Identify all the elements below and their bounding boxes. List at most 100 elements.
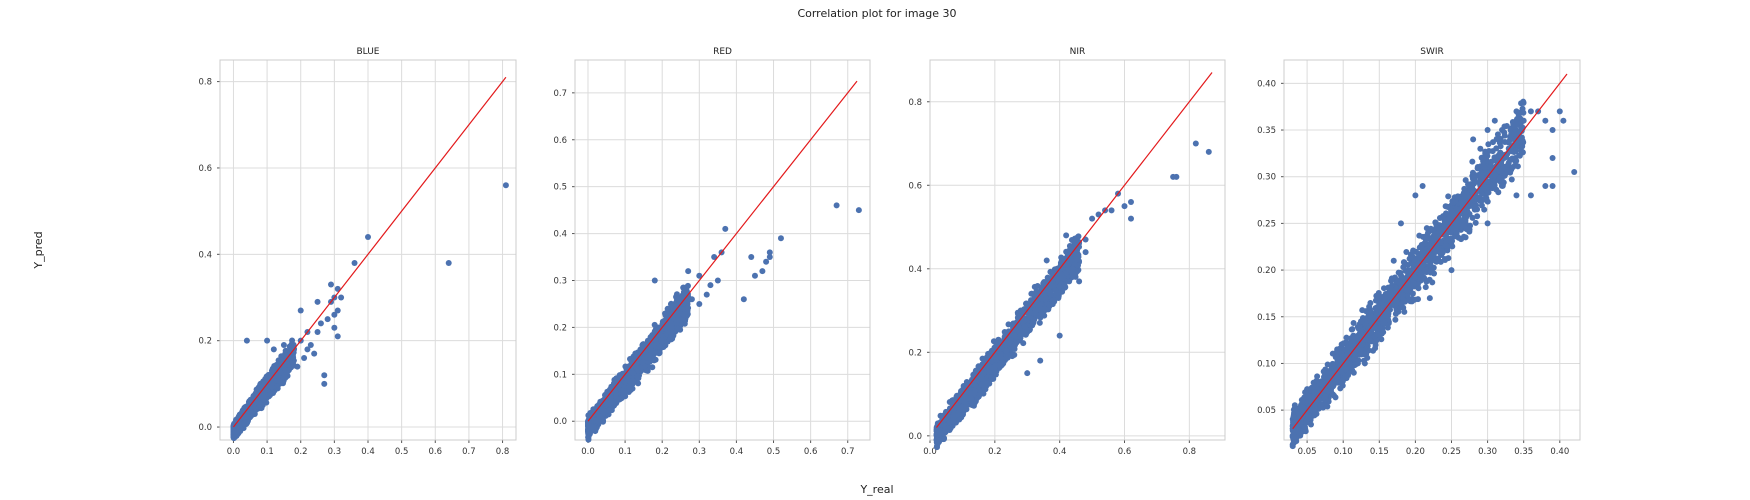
y-tick-label: 0.2 [553,323,567,333]
scatter-point [445,259,452,266]
x-tick-label: 0.7 [462,447,476,457]
scatter-point [334,307,341,314]
scatter-point [301,354,308,361]
figure-title: Correlation plot for image 30 [797,7,956,20]
scatter-point [317,320,324,327]
x-tick-label: 0.6 [429,447,443,457]
y-tick-label: 0.3 [553,276,567,286]
x-tick-label: 0.5 [767,447,781,457]
y-tick-label: 0.4 [553,230,567,240]
scatter-point [763,258,770,265]
scatter-point [707,282,714,289]
scatter-point [247,408,254,415]
scatter-point [314,298,321,305]
x-tick-label: 0.8 [496,447,510,457]
scatter-point [658,338,665,345]
scatter-point [311,350,318,357]
x-tick-label: 0.3 [328,447,342,457]
scatter-point [685,304,692,311]
x-tick-label: 0.8 [1183,447,1197,457]
y-tick-label: 0.0 [908,432,922,442]
x-tick-label: 0.2 [294,447,308,457]
x-tick-label: 0.4 [361,447,375,457]
scatter-point [598,407,605,414]
scatter-point [257,401,264,408]
scatter-points [584,202,862,443]
y-tick-label: 0.7 [553,89,567,99]
x-tick-label: 0.3 [693,447,707,457]
x-tick-label: 0.4 [1053,447,1067,457]
scatter-point [321,380,328,387]
scatter-point [766,249,773,256]
y-tick-label: 0.8 [198,78,212,88]
scatter-point [685,268,692,275]
x-tick-label: 0.5 [395,447,409,457]
y-tick-label: 0.0 [553,417,567,427]
scatter-point [328,281,334,288]
scatter-point [696,300,703,307]
scatter-point [633,360,640,367]
x-tick-label: 0.2 [988,447,1002,457]
scatter-point [338,294,345,301]
y-tick-label: 0.6 [553,136,567,146]
scatter-point [664,305,671,312]
scatter-point [703,291,710,298]
y-tick-label: 0.0 [198,423,212,433]
scatter-point [748,254,755,261]
scatter-point [680,311,687,318]
scatter-point [331,324,338,331]
x-tick-label: 0.7 [841,447,855,457]
scatter-point [640,359,647,366]
panel-red: 0.0 0.1 0.2 0.3 0.4 0.5 0.6 0.70.00.10.20.30.40… [553,47,871,457]
scatter-point [714,277,721,284]
scatter-points [933,140,1212,451]
scatter-point [855,207,862,214]
scatter-point [304,346,311,353]
scatter-points [230,182,509,442]
scatter-point [647,347,654,354]
panel-blue: 0.0 0.1 0.2 0.3 0.4 0.5 0.6 0.7 0.80.00.20.40.60… [198,47,517,457]
identity-line [232,76,507,428]
x-tick-label: 0.6 [804,447,818,457]
scatter-point [649,364,656,371]
scatter-point [591,417,598,424]
y-tick-label: 0.6 [908,181,922,191]
scatter-point [833,202,840,209]
scatter-point [646,352,653,359]
scatter-point [651,321,658,328]
axes-frame [219,59,517,441]
scatter-point [680,284,687,291]
scatter-point [243,413,250,420]
scatter-point [688,296,695,303]
scatter-point [282,367,289,374]
scatter-point [626,384,633,391]
panels-group: 0.0 0.1 0.2 0.3 0.4 0.5 0.6 0.7 0.8 0.0 0.2 0.4 0.6 0… [198,47,1581,457]
y-tick-label: 0.1 [553,370,567,380]
panel-title: RED [713,47,732,57]
scatter-point [585,434,592,441]
x-tick-label: 0.6 [1118,447,1132,457]
scatter-point [243,337,250,344]
x-tick-label: 0.1 [618,447,632,457]
x-tick-label: 0.2 [655,447,669,457]
scatter-point [639,342,646,349]
y-tick-label: 0.6 [198,164,212,174]
scatter-point [777,235,784,242]
scatter-point [620,388,627,395]
scatter-point [321,372,328,379]
x-tick-label: 0.4 [730,447,744,457]
identity-line [587,80,858,422]
scatter-point [751,272,758,279]
scatter-point [722,225,729,232]
scatter-point [608,397,615,404]
y-tick-label: 0.5 [553,183,567,193]
scatter-point [586,422,593,429]
scatter-point [606,407,613,414]
scatter-point [667,320,674,327]
panel-title: NIR [1070,47,1086,57]
y-tick-label: 0.2 [908,348,922,358]
scatter-point [759,268,766,275]
y-tick-label: 0.8 [908,98,922,108]
